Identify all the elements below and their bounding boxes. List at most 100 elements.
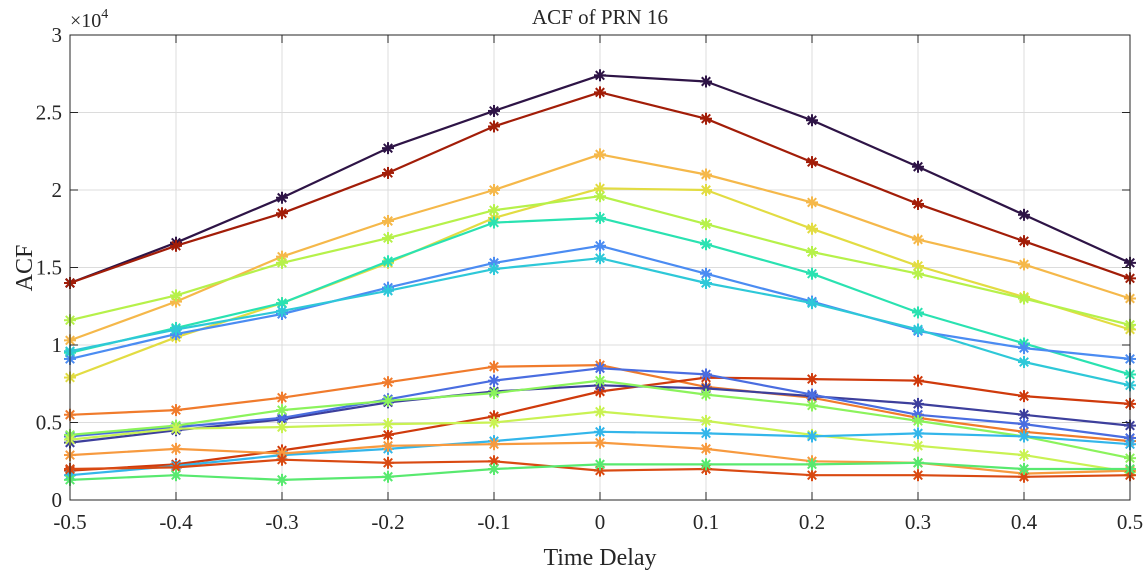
data-point [806, 399, 818, 412]
y-exponent-label: ×104 [70, 7, 108, 32]
data-point [912, 323, 924, 336]
data-point [488, 374, 500, 387]
data-point [594, 405, 606, 418]
tick-layer [69, 34, 1131, 501]
data-point [594, 148, 606, 161]
series-13 [64, 405, 1136, 479]
data-point [806, 458, 818, 471]
data-point [488, 387, 500, 400]
y-tick-label-0: 0 [52, 488, 63, 512]
data-point [806, 222, 818, 235]
data-point [276, 391, 288, 404]
data-point [276, 191, 288, 204]
data-point [488, 360, 500, 373]
data-point [912, 397, 924, 410]
data-point [1018, 208, 1030, 221]
data-point [382, 394, 394, 407]
data-point [382, 456, 394, 469]
data-point [912, 259, 924, 272]
data-point [382, 418, 394, 431]
data-point [382, 284, 394, 297]
data-point [700, 442, 712, 455]
data-point [912, 374, 924, 387]
data-point [276, 256, 288, 269]
data-point [488, 438, 500, 451]
x-tick-label-2: -0.3 [265, 510, 298, 534]
y-tick-label-6: 3 [52, 23, 63, 47]
data-point [700, 218, 712, 231]
data-point [594, 458, 606, 471]
data-point [912, 456, 924, 469]
data-point [382, 215, 394, 227]
data-point [594, 86, 606, 99]
tick-labels: -0.5 -0.4 -0.3 -0.2 -0.1 0 0.1 0.2 0.3 0.4 0.5 0 0.5… [36, 23, 1143, 534]
data-point [700, 184, 712, 196]
y-tick-label-3: 1.5 [36, 256, 62, 280]
data-point [594, 362, 606, 375]
series-17 [64, 456, 1136, 486]
data-point [170, 469, 182, 482]
data-point [594, 374, 606, 387]
data-point [1018, 418, 1030, 431]
data-point [806, 430, 818, 443]
data-point [1018, 390, 1030, 403]
data-point [912, 233, 924, 246]
data-point [382, 255, 394, 268]
data-point [700, 388, 712, 401]
data-point [912, 469, 924, 482]
series-layer [64, 69, 1136, 486]
data-point [806, 156, 818, 169]
data-point [912, 197, 924, 210]
y-exponent-power: 4 [101, 7, 108, 22]
x-tick-label-6: 0.1 [693, 510, 719, 534]
data-point [700, 414, 712, 427]
data-point [700, 277, 712, 289]
data-point [382, 439, 394, 452]
data-point [1018, 235, 1030, 248]
data-point [806, 373, 818, 386]
x-tick-label-9: 0.4 [1011, 510, 1038, 534]
data-point [806, 267, 818, 280]
data-point [700, 238, 712, 251]
x-axis-label: Time Delay [543, 545, 656, 571]
data-point [382, 232, 394, 245]
data-point [1018, 463, 1030, 475]
data-point [382, 470, 394, 483]
data-point [1018, 449, 1030, 462]
data-point [700, 427, 712, 440]
data-point [700, 168, 712, 181]
data-point [700, 112, 712, 125]
x-tick-label-8: 0.3 [905, 510, 931, 534]
data-point [594, 239, 606, 252]
data-point [276, 453, 288, 466]
data-point [382, 376, 394, 389]
data-point [488, 104, 500, 117]
data-point [912, 427, 924, 440]
data-point [594, 252, 606, 265]
data-point [170, 442, 182, 455]
data-point [276, 304, 288, 317]
data-point [1018, 342, 1030, 355]
data-point [488, 184, 500, 196]
data-point [170, 289, 182, 302]
data-point [276, 473, 288, 486]
series-4 [64, 190, 1136, 331]
y-tick-label-5: 2.5 [36, 101, 62, 125]
data-point [806, 469, 818, 482]
data-point [594, 69, 606, 82]
data-point [488, 120, 500, 133]
data-point [276, 207, 288, 220]
data-point [170, 239, 182, 252]
data-point [170, 461, 182, 474]
data-point [170, 404, 182, 417]
data-point [594, 436, 606, 449]
x-tick-label-4: -0.1 [477, 510, 510, 534]
data-point [806, 246, 818, 258]
data-point [488, 463, 500, 475]
data-point [382, 166, 394, 179]
data-point [1018, 258, 1030, 271]
data-point [488, 216, 500, 229]
data-point [488, 263, 500, 276]
data-point [488, 416, 500, 429]
data-point [276, 421, 288, 434]
